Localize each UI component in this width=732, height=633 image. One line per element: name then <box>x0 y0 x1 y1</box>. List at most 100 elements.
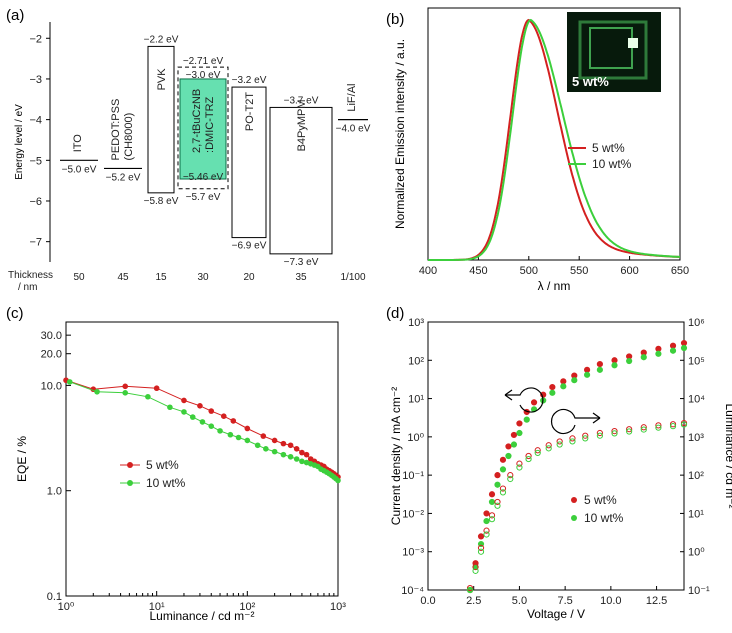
luminance-point-red <box>534 447 541 454</box>
jvl-left-tick-label: 10² <box>408 355 424 367</box>
layer-lifal: 1/100 −4.0 eV LiF/Al <box>336 84 371 283</box>
luminance-point-red <box>466 584 474 592</box>
eqe-y-tick-label: 10.0 <box>41 380 62 392</box>
jvl-left-y-label: Current density / mA cm⁻² <box>389 387 403 525</box>
luminance-point-red <box>507 472 514 479</box>
eqe-point-red <box>271 437 278 444</box>
eqe-point-red <box>220 413 227 419</box>
jvl-left-tick-label: 10⁻³ <box>402 547 424 559</box>
eqe-point-red <box>197 403 203 409</box>
current-point-green <box>680 344 688 352</box>
jvl-plot-frame <box>427 321 685 591</box>
luminance-point-red <box>488 512 496 519</box>
current-point-green <box>669 347 677 354</box>
level-label: −5.0 eV <box>62 164 97 175</box>
current-point-red <box>477 533 485 540</box>
luminance-point-green <box>655 424 662 431</box>
layer-name: PO-T2T <box>244 92 256 131</box>
inset-substrate <box>578 20 648 80</box>
current-arrow-head <box>504 389 513 401</box>
eqe-y-tick-label: 20.0 <box>41 349 62 361</box>
luminance-point-red <box>626 426 633 433</box>
device-photo-inset: 5 wt% <box>567 12 661 92</box>
emission-x-tick-label: 450 <box>469 265 487 277</box>
luminance-point-red <box>596 429 603 437</box>
layer-pot2t: 20 −3.2 eV −6.9 eV PO-T2T <box>231 75 267 283</box>
emitter-band-box <box>179 78 227 180</box>
lumo-label: −3.7 eV <box>284 95 319 106</box>
luminance-point-red <box>640 424 647 431</box>
luminance-point-green <box>545 445 552 452</box>
luminance-point-green <box>556 441 563 448</box>
luminance-point-green <box>477 548 485 555</box>
emission-series-green <box>428 18 680 261</box>
eqe-point-green <box>66 379 73 385</box>
eqe-point-green <box>287 453 294 460</box>
eqe-point-green <box>217 428 223 434</box>
legend-label: 5 wt% <box>584 493 617 507</box>
luminance-point-green <box>569 438 576 445</box>
emission-chart: 400 450 500 550 600 650 λ / nm Normalized Emi… <box>393 7 689 293</box>
eqe-point-green <box>199 419 206 425</box>
eqe-point-red <box>244 425 251 432</box>
eqe-point-green <box>122 390 129 396</box>
inset-label: 5 wt% <box>572 74 609 89</box>
jvl-right-tick-label: 10⁵ <box>688 355 705 367</box>
eqe-point-green <box>244 437 251 444</box>
layer-b4pympm: 35 −3.7 eV −7.3 eV B4PyMPM <box>269 95 333 283</box>
layer-thickness: 35 <box>295 272 307 283</box>
layer-name: B4PyMPM <box>296 99 308 151</box>
jvl-x-tick-label: 5.0 <box>512 595 527 607</box>
homo-label: −5.8 eV <box>144 196 179 207</box>
eqe-point-red <box>208 408 215 414</box>
eqe-x-tick-label: 10² <box>239 601 255 613</box>
jvl-chart: 0.0 2.5 5.0 7.5 10.0 12.5 10⁻⁴ 10⁻³ 10⁻² 10⁻¹ 10⁰ 1… <box>389 317 732 621</box>
jvl-right-tick-label: 10¹ <box>688 508 704 520</box>
current-point-red <box>488 491 496 498</box>
jvl-right-tick-label: 10⁰ <box>688 547 705 559</box>
eqe-point-red <box>303 451 310 458</box>
current-point-red <box>655 345 662 352</box>
layer-pvk: 15 −2.2 eV −5.8 eV PVK <box>144 34 179 283</box>
luminance-point-green <box>499 489 507 496</box>
current-point-green <box>549 389 556 396</box>
luminance-point-red <box>655 422 662 429</box>
eqe-point-green <box>167 404 173 411</box>
luminance-point-red <box>525 452 532 460</box>
jvl-left-tick-label: 10⁰ <box>407 432 424 444</box>
current-point-green <box>611 362 618 369</box>
legend-marker <box>571 497 577 503</box>
eqe-series-green <box>69 381 339 481</box>
current-point-green <box>516 429 523 437</box>
jvl-right-tick-label: 10⁶ <box>688 317 705 329</box>
jvl-legend: 5 wt% 10 wt% <box>571 493 624 525</box>
current-point-green <box>571 377 578 384</box>
eqe-point-green <box>189 414 196 420</box>
current-point-red <box>596 361 603 368</box>
current-point-red <box>499 456 507 463</box>
luminance-point-red <box>545 442 552 449</box>
current-point-red <box>530 399 538 406</box>
luminance-point-green <box>669 423 677 430</box>
layer-name: PEDOT:PSS <box>110 99 122 161</box>
luminance-point-red <box>611 428 618 435</box>
energy-tick-label: −4 <box>29 115 42 127</box>
current-point-red <box>494 472 501 479</box>
jvl-x-tick-label: 2.5 <box>466 595 481 607</box>
legend-label: 10 wt% <box>584 511 624 525</box>
lumo-label: −3.2 eV <box>232 75 267 86</box>
current-point-green <box>494 481 501 488</box>
luminance-point-green <box>525 455 532 463</box>
inner-lumo-label: −3.0 eV <box>186 70 221 81</box>
lumo-label: −2.2 eV <box>144 34 179 45</box>
band-box <box>231 86 267 239</box>
eqe-point-red <box>230 418 237 424</box>
eqe-point-green <box>181 409 187 415</box>
eqe-point-red <box>293 445 300 452</box>
energy-tick-label: −2 <box>29 33 42 45</box>
eqe-point-red <box>260 433 267 439</box>
current-point-green <box>596 366 603 373</box>
legend-label: 5 wt% <box>146 458 179 472</box>
jvl-x-tick-label: 10.0 <box>600 595 621 607</box>
eqe-point-red <box>287 442 294 449</box>
